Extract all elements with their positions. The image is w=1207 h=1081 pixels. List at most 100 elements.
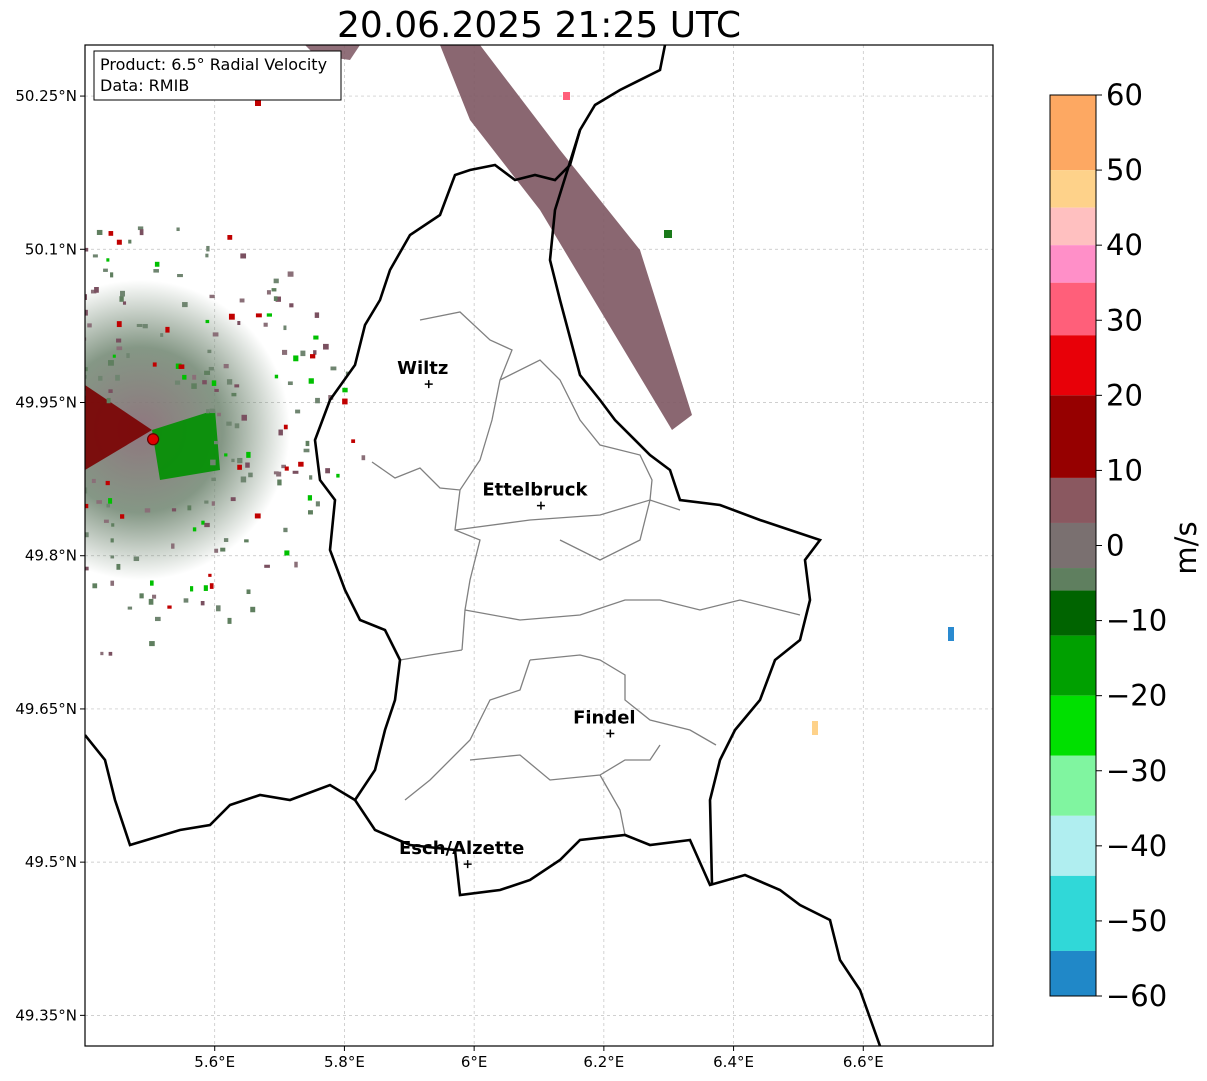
echo-speckle [281,349,288,355]
echo-speckle [28,455,33,460]
city-marker [424,380,433,389]
echo-speckle [276,471,282,477]
echo-speckle [2,425,7,430]
echo-speckle [300,350,306,357]
canton-boundaries [371,311,801,836]
echo-speckle [203,585,208,591]
echo-speckle [275,296,282,302]
echo-speckle [240,253,247,259]
echo-speckle [30,432,34,438]
y-tick-label: 49.95°N [15,394,77,412]
echo-speckle [309,475,313,480]
echo-speckle [91,478,96,484]
echo-speckle [200,600,205,606]
echo-speckle [204,370,211,375]
echo-speckle [92,254,98,258]
y-tick-label: 49.5°N [25,853,77,871]
echo-speckle [204,500,209,504]
echo-speckle [295,409,301,414]
echo-speckle [74,299,79,305]
luxembourg-border-east [548,129,823,886]
colorbar-tick-label: −10 [1106,604,1167,638]
echo-speckle [108,360,114,366]
echo-speckle [209,294,215,299]
echo-speckle [255,313,262,318]
echo-speckle [227,235,233,240]
echo-speckle [149,580,154,586]
echo-speckle [46,416,51,421]
city-label: Esch/Alzette [399,838,524,859]
colorbar-tick-label: −20 [1106,679,1167,713]
echo-fleck-pink [563,92,570,100]
echo-speckle [105,480,110,486]
echo-speckle [106,503,110,508]
colorbar-tick-label: 20 [1106,378,1143,412]
echo-speckle [231,458,235,463]
echo-speckle [41,517,45,522]
echo-speckle [289,303,294,308]
echo-speckle [305,440,310,447]
echo-speckle [315,397,320,404]
echo-speckle [120,290,125,297]
echo-speckle [228,313,235,320]
echo-speckle [108,389,113,393]
echo-speckle [241,414,247,421]
echo-speckle [187,505,192,511]
echo-speckle [298,461,304,467]
echo-speckle [112,354,116,358]
echo-speckle [244,539,249,543]
echo-speckle [342,398,348,405]
echo-speckle [116,563,121,570]
echo-speckle [240,476,247,483]
echo-speckle [239,298,245,303]
echo-fleck-green [664,230,672,238]
echo-speckle [266,313,272,317]
colorbar-bands [1050,95,1096,996]
city-marker [463,860,472,869]
echo-speckle [330,366,337,371]
echo-speckle [4,300,9,306]
colorbar-band [1050,635,1096,696]
echo-speckle [152,594,157,599]
echo-speckle [14,384,17,387]
echo-speckle [110,538,114,543]
echo-speckle [122,301,127,305]
echo-speckle [226,379,233,385]
echo-speckle [342,387,348,393]
colorbar-tick-label: 30 [1106,303,1143,337]
echo-speckle [71,422,76,427]
colorbar-band [1050,522,1096,569]
echo-speckle [234,384,240,388]
echo-speckle [211,477,216,482]
echo-speckle [142,324,148,329]
echo-speckle [345,371,350,375]
colorbar-band [1050,170,1096,208]
echo-speckle [223,538,229,542]
echo-speckle [202,380,207,385]
echo-speckle [273,296,278,301]
echo-speckle [201,520,205,525]
echo-speckle [85,532,89,538]
echo-speckle [110,555,115,559]
echo-speckle [313,350,317,355]
echo-approaching-core [152,410,220,480]
echo-speckle [60,451,63,454]
echo-speckle [273,471,279,475]
echo-fleck-red [255,100,261,106]
echo-speckle [11,518,16,522]
echo-speckle [24,281,27,287]
echo-speckle [226,421,232,426]
echo-speckle [106,397,111,404]
echo-speckle [32,314,38,319]
radar-site-marker [147,433,160,446]
echo-speckle [209,583,214,589]
echo-speckle [214,388,219,392]
echo-speckle [30,311,33,316]
colorbar-band [1050,950,1096,996]
echo-speckle [26,375,31,378]
echo-speckle [110,580,115,586]
echo-speckle [211,380,217,386]
echo-speckle [154,261,160,267]
echo-speckle [214,440,219,445]
echo-speckle [149,641,155,647]
